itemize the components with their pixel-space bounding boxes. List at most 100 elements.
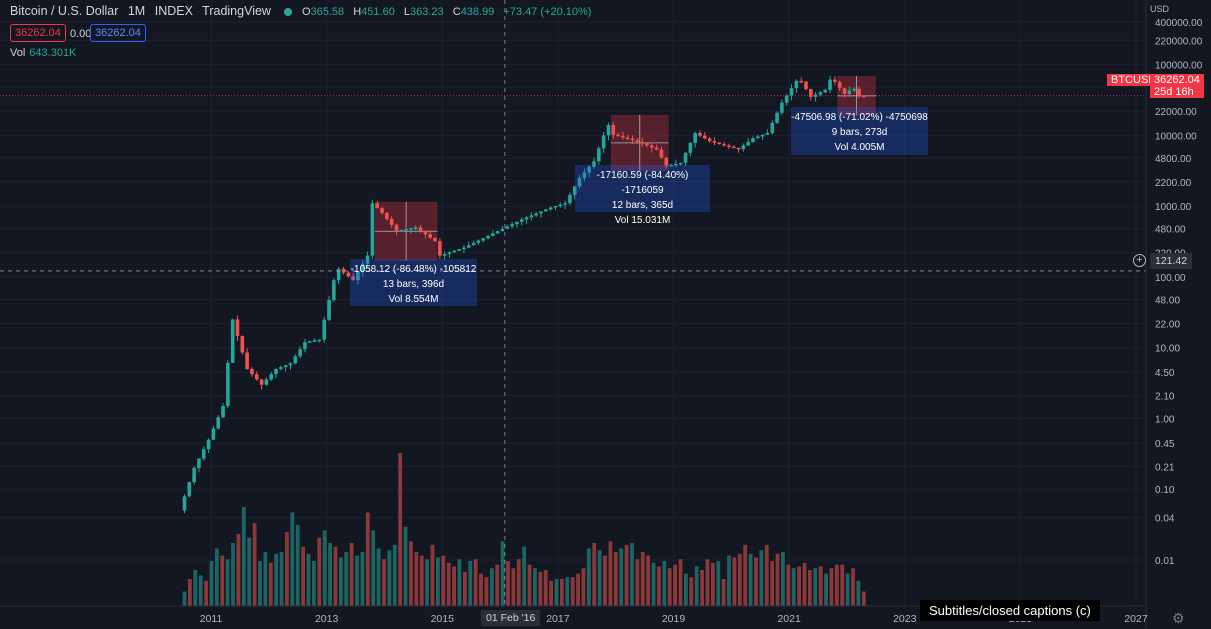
crosshair-date-label: 01 Feb '16 [481, 610, 541, 626]
volume-bar [193, 570, 198, 606]
candle-body [341, 268, 346, 273]
volume-bar [597, 550, 602, 606]
volume-bar [214, 548, 219, 606]
candle-body [433, 237, 437, 242]
candle-body [385, 213, 389, 219]
y-tick-label: 22.00 [1155, 319, 1180, 330]
volume-bar [285, 532, 289, 606]
candle-body [707, 138, 712, 142]
volume-bar [786, 564, 791, 606]
candle-body [529, 215, 534, 218]
candle-body [404, 229, 408, 231]
currency-label[interactable]: USD [1150, 4, 1170, 14]
candle-body [250, 368, 254, 375]
volume-bar [657, 566, 661, 606]
volume-bar [737, 553, 742, 606]
candle-body [380, 208, 384, 214]
candle-body [245, 352, 249, 369]
volume-bar [376, 548, 381, 606]
volume-bar [705, 559, 710, 606]
add-alert-icon[interactable]: + [1133, 254, 1146, 267]
candle-body [254, 374, 259, 380]
candle-body [616, 134, 620, 137]
candle-body [645, 143, 649, 146]
candle-body [534, 213, 538, 216]
volume-bar [840, 564, 845, 606]
candle-body [235, 319, 240, 337]
candle-body [394, 224, 399, 231]
volume-bar [187, 579, 192, 606]
candle-body [833, 79, 837, 82]
volume-bar [322, 530, 327, 606]
sell-button[interactable]: 36262.04 [10, 24, 66, 42]
y-tick-label: 0.21 [1155, 462, 1175, 473]
candle-body [356, 271, 360, 281]
candle-body [712, 141, 717, 143]
candle-body [693, 133, 697, 143]
volume-bar [209, 561, 214, 606]
volume-bar [468, 561, 473, 606]
candle-body [298, 349, 302, 357]
candle-body [447, 252, 452, 255]
candle-body [283, 365, 288, 368]
volume-bar [247, 537, 252, 606]
volume-bar [301, 546, 306, 606]
candle-body [312, 340, 317, 342]
volume-legend: Vol 643.301K [10, 47, 77, 59]
candle-body [837, 81, 842, 89]
ticker-label: BTCUSD [1107, 74, 1161, 86]
volume-bar [220, 555, 225, 606]
volume-bar [446, 562, 451, 606]
volume-bar [392, 544, 397, 606]
volume-bar [565, 577, 570, 606]
candle-body [861, 95, 866, 98]
symbol-name[interactable]: Bitcoin / U.S. Dollar [10, 4, 119, 18]
volume-bar [344, 552, 349, 606]
candle-body [346, 272, 351, 277]
volume-bar [743, 544, 748, 606]
volume-bar [403, 526, 408, 606]
candle-body [491, 233, 495, 236]
candle-body [476, 240, 481, 243]
volume-bar [797, 566, 802, 606]
volume-bar [311, 561, 316, 606]
crosshair-price-label: 121.42 [1150, 253, 1193, 269]
volume-bar [435, 557, 440, 606]
interval[interactable]: 1M [127, 4, 146, 18]
x-tick-label: 2017 [546, 613, 570, 625]
candle-body [635, 140, 640, 142]
candle-body [852, 88, 856, 91]
candle-body [731, 146, 736, 149]
candle-body [409, 228, 413, 230]
candle-body [274, 368, 278, 375]
volume-bar [274, 553, 279, 606]
candle-body [269, 374, 274, 380]
candle-body [813, 94, 818, 97]
volume-bar [511, 568, 516, 606]
volume-bar [516, 559, 521, 606]
candle-body [688, 142, 693, 153]
candle-body [621, 136, 625, 138]
volume-bar [533, 568, 537, 606]
volume-bar [414, 552, 419, 606]
candle-body [722, 144, 726, 146]
volume-bar [268, 562, 273, 606]
y-tick-label: 0.04 [1155, 513, 1175, 524]
volume-bar [845, 573, 850, 606]
y-tick-label: 0.45 [1155, 439, 1175, 450]
gear-icon[interactable]: ⚙ [1172, 610, 1185, 626]
volume-bar [241, 507, 246, 606]
candle-body [669, 164, 673, 167]
volume-bar [419, 555, 424, 606]
candle-body [601, 135, 606, 149]
buy-button[interactable]: 36262.04 [90, 24, 146, 42]
candle-body [303, 342, 307, 350]
ohlc-values: O365.58 H451.60 L363.23 C438.99 +73.47 (… [301, 6, 592, 18]
candle-body [857, 88, 861, 96]
volume-bar [646, 555, 651, 606]
y-tick-label: 220000.00 [1155, 36, 1203, 47]
volume-bar [807, 570, 812, 606]
volume-bar [748, 553, 753, 606]
y-tick-label: 0.10 [1155, 485, 1175, 496]
